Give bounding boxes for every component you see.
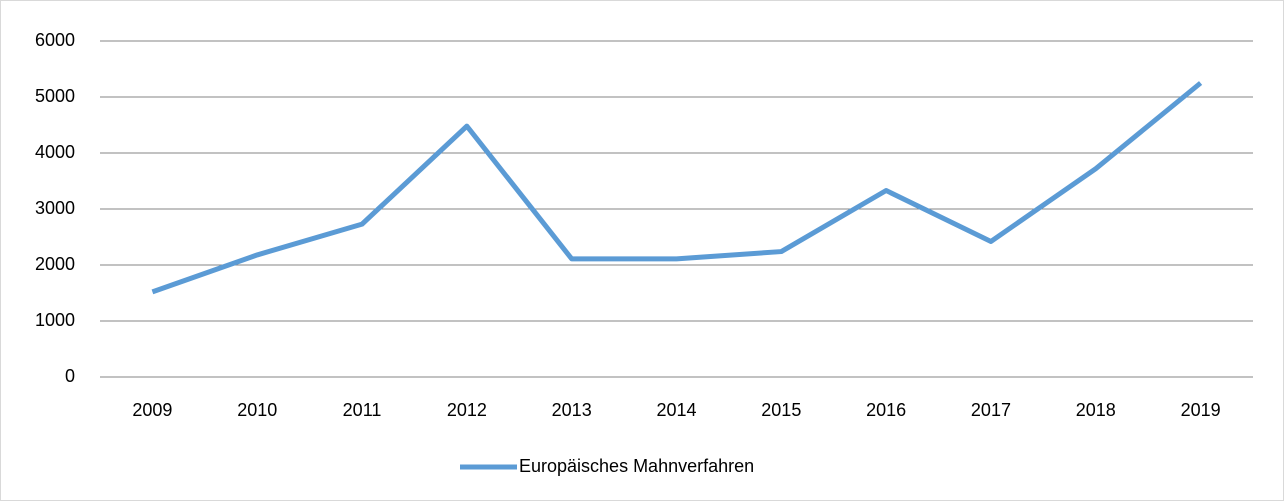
y-tick-label: 3000	[35, 198, 75, 218]
x-tick-label: 2017	[971, 400, 1011, 420]
y-tick-label: 4000	[35, 142, 75, 162]
x-tick-label: 2011	[343, 400, 382, 420]
legend-label: Europäisches Mahnverfahren	[519, 456, 754, 476]
y-tick-label: 1000	[35, 310, 75, 330]
y-tick-label: 0	[65, 366, 75, 386]
y-tick-label: 6000	[35, 30, 75, 50]
x-tick-label: 2015	[761, 400, 801, 420]
x-tick-label: 2014	[656, 400, 696, 420]
x-tick-label: 2010	[237, 400, 277, 420]
x-tick-label: 2012	[447, 400, 487, 420]
x-tick-label: 2019	[1181, 400, 1221, 420]
x-tick-label: 2018	[1076, 400, 1116, 420]
x-tick-label: 2009	[132, 400, 172, 420]
data-line	[151, 81, 1203, 295]
y-tick-label: 5000	[35, 86, 75, 106]
y-tick-label: 2000	[35, 254, 75, 274]
x-tick-label: 2013	[552, 400, 592, 420]
x-tick-label: 2016	[866, 400, 906, 420]
